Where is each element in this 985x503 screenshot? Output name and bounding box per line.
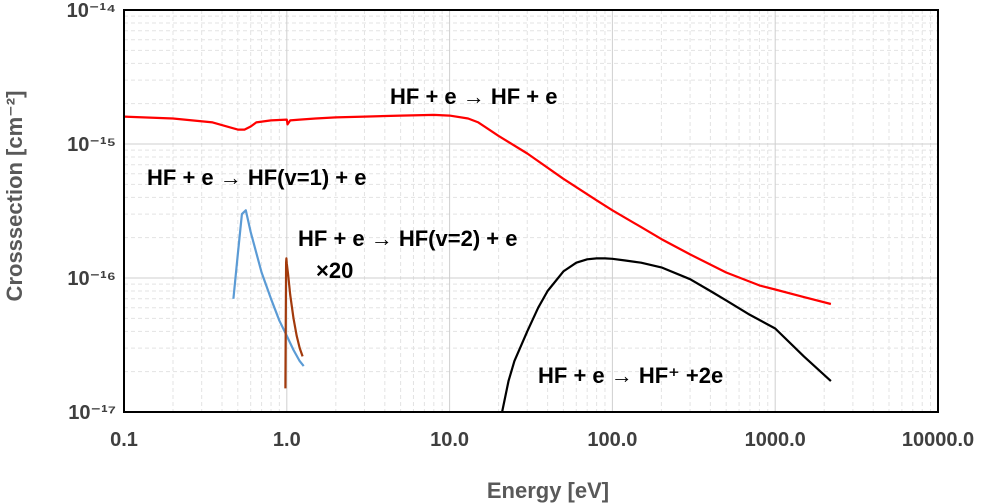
series-line-vibration-v1 [232, 209, 305, 367]
x-tick-label: 10.0 [430, 429, 469, 451]
y-tick-label: 10⁻¹⁷ [68, 402, 116, 424]
series-line-ionization [501, 257, 832, 413]
x-tick-label: 100.0 [587, 429, 637, 451]
y-tick-label: 10⁻¹⁴ [67, 0, 116, 22]
x-tick-label: 1000.0 [745, 429, 806, 451]
y-tick-label: 10⁻¹⁵ [67, 134, 116, 156]
annotation-vib2: HF + e → HF(v=2) + e [298, 226, 517, 251]
y-tick-label: 10⁻¹⁶ [67, 268, 116, 290]
x-tick-label: 0.1 [110, 429, 138, 451]
y-axis-title: Crosssection [cm⁻²] [2, 91, 27, 302]
x-axis-ticks: 0.1 1.0 10.0 100.0 1000.0 10000.0 [110, 429, 974, 451]
x-axis-title: Energy [eV] [487, 478, 609, 503]
series-line-vibration-v2 [284, 257, 304, 389]
annotation-ionization: HF + e → HF⁺ +2e [538, 363, 723, 388]
data-series [123, 113, 832, 413]
series-line-elastic [123, 113, 832, 306]
annotation-vib2-factor: ×20 [316, 258, 353, 283]
x-tick-label: 10000.0 [902, 429, 974, 451]
x-tick-label: 1.0 [273, 429, 301, 451]
plot-frame [123, 9, 939, 413]
annotation-vib1: HF + e → HF(v=1) + e [147, 165, 366, 190]
y-axis-ticks: 10⁻¹⁴ 10⁻¹⁵ 10⁻¹⁶ 10⁻¹⁷ [67, 0, 116, 424]
annotation-elastic: HF + e → HF + e [390, 84, 558, 109]
